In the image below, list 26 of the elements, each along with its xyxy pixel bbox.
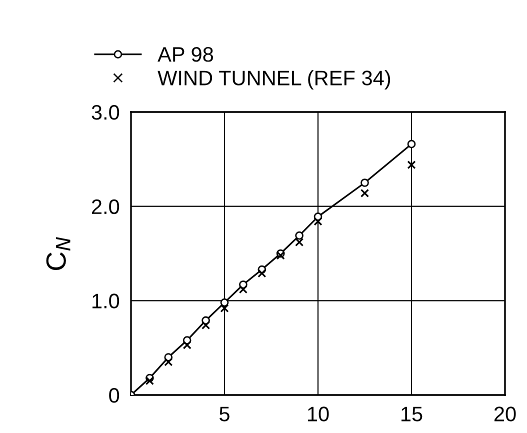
legend-label: AP 98 — [158, 47, 214, 62]
point — [258, 269, 266, 278]
point — [360, 188, 370, 198]
point — [201, 320, 210, 330]
point — [314, 217, 322, 226]
point — [164, 358, 173, 366]
x-tick-label: 15 — [402, 406, 422, 422]
point — [407, 140, 416, 148]
x-tick-label: 5 — [220, 406, 230, 422]
point — [182, 340, 192, 350]
point — [360, 178, 369, 187]
point — [238, 285, 248, 294]
y-tick-label: 1.0 — [92, 294, 120, 308]
point — [294, 238, 304, 246]
point — [145, 376, 154, 386]
x-tick-label: 10 — [308, 406, 329, 422]
y-axis-title: C$_{N}$ — [46, 237, 70, 270]
point — [220, 298, 229, 307]
point — [295, 231, 304, 240]
legend-label: WIND TUNNEL (REF 34) — [158, 70, 390, 90]
point — [407, 160, 416, 170]
point — [220, 304, 229, 313]
y-tick-label: 0 — [109, 388, 120, 403]
y-tick-label: 2.0 — [92, 199, 120, 214]
x-tick-label: 20 — [494, 406, 516, 422]
y-tick-label: 3.0 — [92, 105, 120, 120]
